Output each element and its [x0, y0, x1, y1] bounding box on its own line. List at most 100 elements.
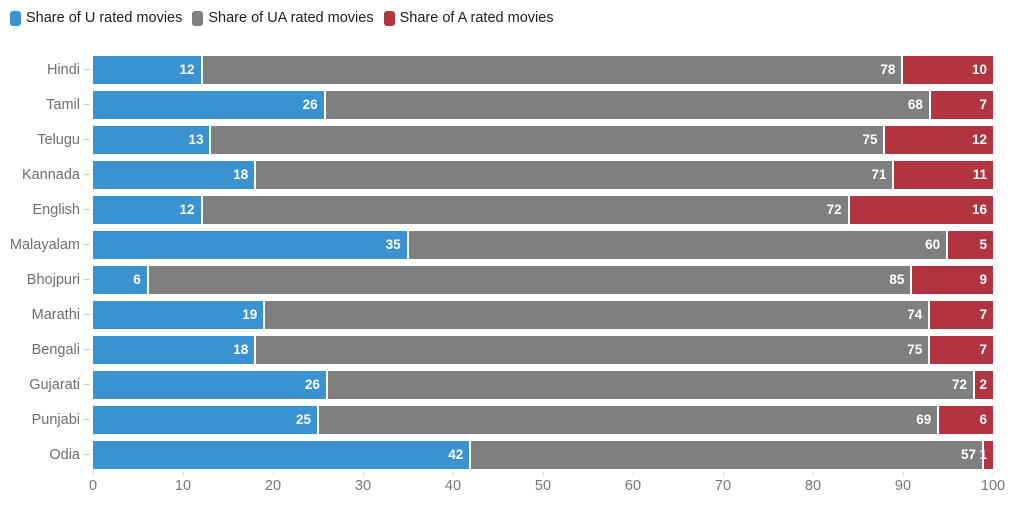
bar-segment-a: 12 [885, 125, 993, 154]
stacked-bar: 19 74 7 [93, 300, 993, 329]
bar-segment-u: 25 [93, 405, 317, 434]
value-label: 6 [979, 412, 987, 427]
stacked-bar: 12 78 10 [93, 55, 993, 84]
category-label: Bhojpuri [26, 271, 80, 288]
legend-swatch-a [383, 10, 395, 26]
bar-segment-a: 10 [903, 55, 993, 84]
category-label: Odia [49, 446, 80, 463]
x-tick-mark [453, 472, 454, 476]
value-label: 25 [295, 412, 311, 427]
bar-row-odia: Odia 42 57 1 [0, 437, 993, 472]
bar-segment-ua: 75 [211, 125, 884, 154]
bar-segment-u: 26 [93, 90, 324, 119]
bar-segment-u: 42 [93, 440, 470, 469]
bar-segment-ua: 57 [471, 440, 983, 469]
x-tick-mark [363, 472, 364, 476]
stacked-bar: 6 85 9 [93, 265, 993, 294]
category-tick [84, 139, 90, 140]
value-label: 6 [133, 272, 141, 287]
bar-segment-a: 2 [975, 370, 993, 399]
value-label: 72 [826, 202, 842, 217]
bar-row-punjabi: Punjabi 25 69 6 [0, 402, 993, 437]
value-label: 35 [385, 237, 401, 252]
value-label: 5 [979, 237, 987, 252]
value-label: 7 [979, 307, 987, 322]
legend-item-a-rated: Share of A rated movies [383, 10, 554, 26]
legend: Share of U rated movies Share of UA rated… [10, 10, 554, 26]
bar-row-malayalam: Malayalam 35 60 5 [0, 227, 993, 262]
value-label: 18 [233, 167, 249, 182]
bar-row-tamil: Tamil 26 68 7 [0, 87, 993, 122]
bar-segment-ua: 72 [327, 370, 974, 399]
value-label: 26 [304, 377, 320, 392]
legend-item-ua-rated: Share of UA rated movies [192, 10, 374, 26]
legend-label-ua: Share of UA rated movies [208, 10, 374, 26]
bar-segment-a: 5 [948, 230, 993, 259]
category-tick [84, 209, 90, 210]
value-label: 60 [925, 237, 941, 252]
stacked-bar: 18 71 11 [93, 160, 993, 189]
stacked-bar: 26 68 7 [93, 90, 993, 119]
x-tick-label: 0 [88, 478, 98, 494]
category-label: Bengali [31, 341, 80, 358]
category-label: Telugu [37, 131, 80, 148]
stacked-bar: 25 69 6 [93, 405, 993, 434]
bar-segment-ua: 71 [256, 160, 893, 189]
x-tick-mark [183, 472, 184, 476]
value-label: 7 [979, 342, 987, 357]
bar-row-gujarati: Gujarati 26 72 2 [0, 367, 993, 402]
category-tick [84, 419, 90, 420]
legend-swatch-u [10, 10, 21, 26]
bar-row-bengali: Bengali 18 75 7 [0, 332, 993, 367]
category-label: Marathi [31, 306, 80, 323]
category-tick [84, 69, 90, 70]
value-label: 2 [979, 377, 987, 392]
x-tick-label: 70 [714, 478, 732, 494]
x-tick-label: 30 [354, 478, 372, 494]
value-label: 57 [961, 447, 977, 462]
legend-item-u-rated: Share of U rated movies [10, 10, 182, 26]
x-tick-label: 20 [264, 478, 282, 494]
x-tick-mark [93, 472, 94, 476]
x-axis: 0 10 20 30 40 50 60 70 80 90 100 [89, 472, 1005, 502]
x-tick-label: 10 [174, 478, 192, 494]
value-label: 1 [979, 447, 987, 462]
bar-segment-a: 9 [912, 265, 993, 294]
value-label: 19 [242, 307, 258, 322]
value-label: 9 [979, 272, 987, 287]
value-label: 7 [979, 97, 987, 112]
stacked-bar: 12 72 16 [93, 195, 993, 224]
value-label: 12 [179, 62, 195, 77]
value-label: 12 [971, 132, 987, 147]
category-label: Malayalam [9, 236, 80, 253]
category-tick [84, 174, 90, 175]
value-label: 10 [971, 62, 987, 77]
value-label: 72 [952, 377, 968, 392]
bar-segment-u: 35 [93, 230, 407, 259]
bar-segment-u: 12 [93, 195, 201, 224]
legend-label-a: Share of A rated movies [399, 10, 554, 26]
stacked-bar: 42 57 1 [93, 440, 993, 469]
stacked-bar: 26 72 2 [93, 370, 993, 399]
bar-segment-u: 19 [93, 300, 264, 329]
category-label: English [32, 201, 80, 218]
bar-segment-u: 12 [93, 55, 201, 84]
value-label: 13 [188, 132, 204, 147]
bar-row-telugu: Telugu 13 75 12 [0, 122, 993, 157]
bar-row-bhojpuri: Bhojpuri 6 85 9 [0, 262, 993, 297]
plot-area: Hindi 12 78 10 Tamil 26 68 7 Telugu 13 75 12 Kannada… [0, 52, 993, 472]
bar-segment-u: 26 [93, 370, 326, 399]
bar-row-english: English 12 72 16 [0, 192, 993, 227]
stacked-bar: 35 60 5 [93, 230, 993, 259]
value-label: 75 [907, 342, 923, 357]
value-label: 68 [907, 97, 923, 112]
category-label: Kannada [21, 166, 80, 183]
x-tick-label: 100 [980, 478, 1006, 494]
legend-swatch-ua [192, 10, 204, 26]
x-tick-label: 80 [804, 478, 822, 494]
bar-segment-a: 7 [930, 335, 993, 364]
category-tick [84, 384, 90, 385]
category-label: Punjabi [31, 411, 80, 428]
value-label: 78 [880, 62, 896, 77]
